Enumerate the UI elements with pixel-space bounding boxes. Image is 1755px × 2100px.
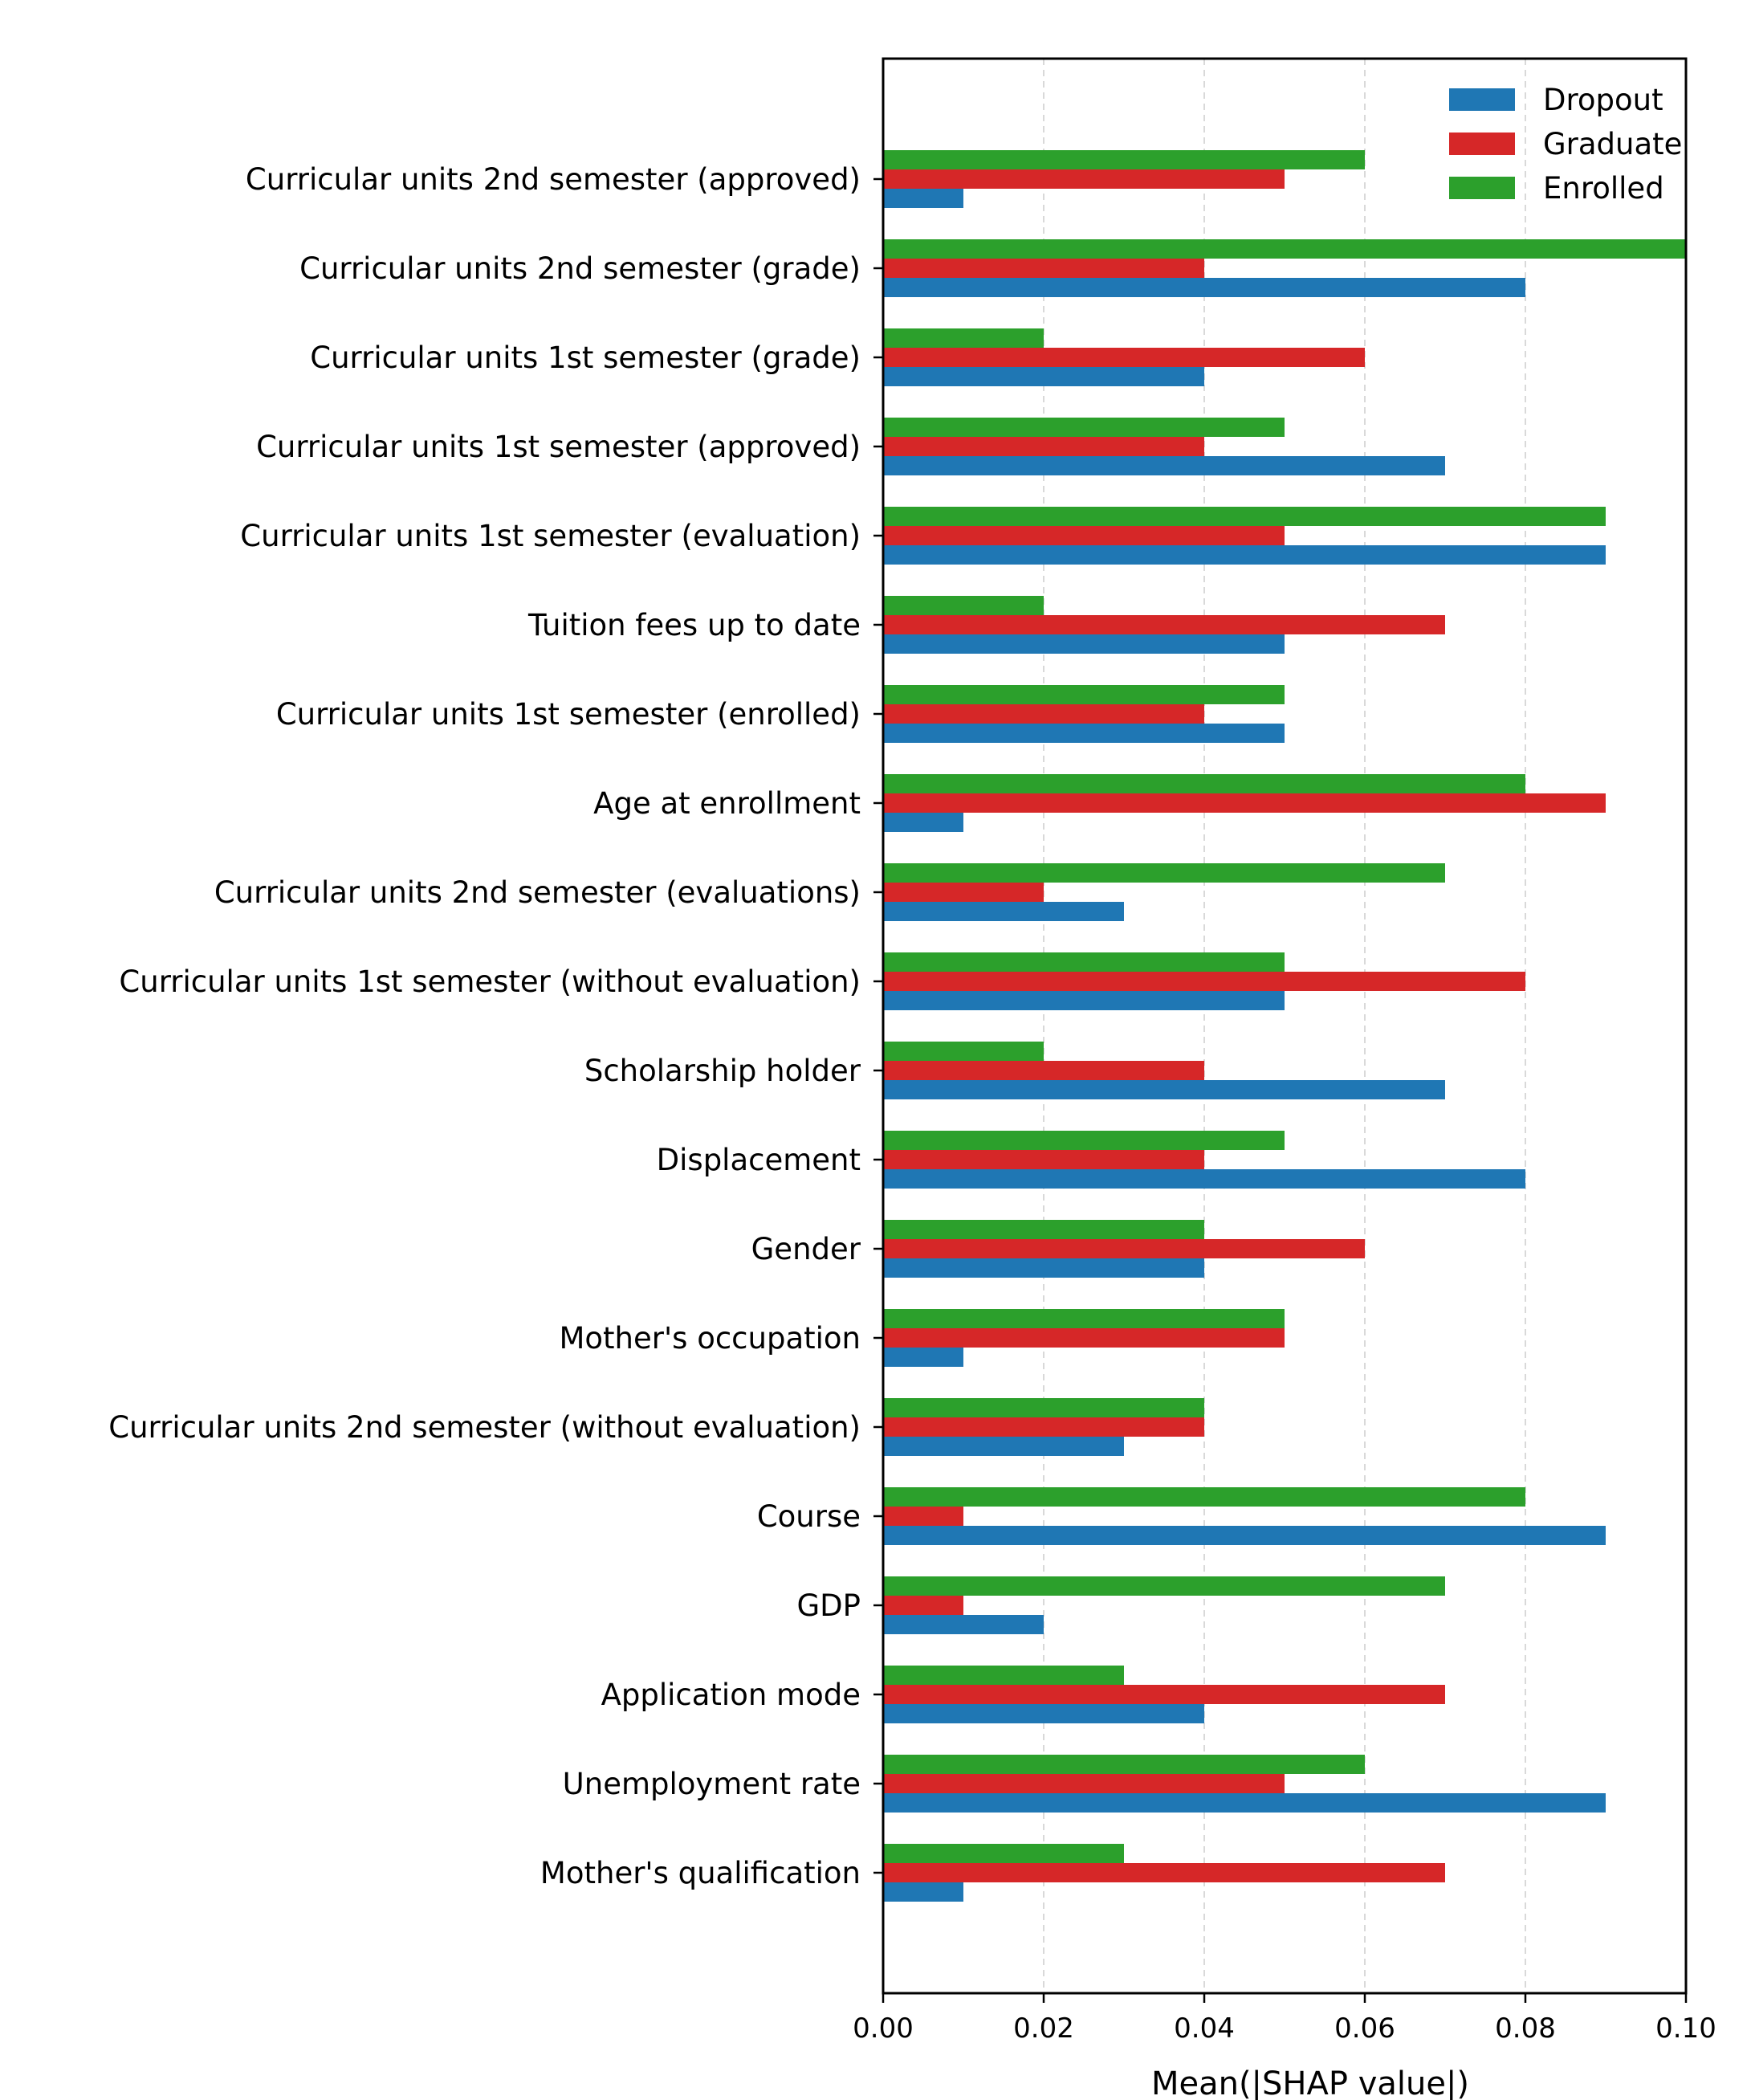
bar-dropout bbox=[883, 634, 1285, 654]
legend-swatch-graduate bbox=[1449, 133, 1515, 155]
bar-enrolled bbox=[883, 418, 1285, 437]
bar-dropout bbox=[883, 1615, 1044, 1634]
category-label: Curricular units 1st semester (approved) bbox=[256, 430, 861, 464]
x-tick-label: 0.02 bbox=[1013, 2012, 1074, 2045]
bar-enrolled bbox=[883, 1131, 1285, 1150]
bar-enrolled bbox=[883, 1844, 1124, 1863]
bar-dropout bbox=[883, 1169, 1525, 1189]
bar-enrolled bbox=[883, 507, 1606, 526]
bar-dropout bbox=[883, 1258, 1204, 1278]
bar-enrolled bbox=[883, 1487, 1525, 1507]
bar-layer bbox=[883, 150, 1686, 1902]
legend-swatch-dropout bbox=[1449, 88, 1515, 111]
bar-enrolled bbox=[883, 1309, 1285, 1328]
x-tick-label: 0.06 bbox=[1334, 2012, 1395, 2045]
bar-enrolled bbox=[883, 774, 1525, 793]
legend-label-enrolled: Enrolled bbox=[1543, 171, 1664, 206]
bar-graduate bbox=[883, 1061, 1204, 1080]
bar-graduate bbox=[883, 793, 1606, 813]
bar-dropout bbox=[883, 902, 1124, 921]
plot-frame bbox=[882, 57, 1688, 1995]
bar-dropout bbox=[883, 813, 963, 832]
bar-enrolled bbox=[883, 952, 1285, 972]
bar-enrolled bbox=[883, 1220, 1204, 1239]
bar-enrolled bbox=[883, 239, 1686, 259]
legend-label-graduate: Graduate bbox=[1543, 127, 1682, 161]
category-label: Course bbox=[757, 1499, 861, 1534]
bar-graduate bbox=[883, 526, 1285, 545]
x-tick-label: 0.10 bbox=[1655, 2012, 1716, 2045]
category-label: Curricular units 1st semester (grade) bbox=[310, 340, 861, 375]
label-layer: 0.00 0.02 0.04 0.06 0.08 0.10 Curricular units… bbox=[108, 162, 1716, 2045]
bar-graduate bbox=[883, 1507, 963, 1526]
category-label: Unemployment rate bbox=[563, 1767, 861, 1801]
category-label: Curricular units 2nd semester (evaluatio… bbox=[214, 875, 861, 910]
legend-label-dropout: Dropout bbox=[1543, 83, 1663, 117]
bar-graduate bbox=[883, 259, 1204, 278]
bar-enrolled bbox=[883, 685, 1285, 704]
bar-graduate bbox=[883, 348, 1365, 367]
bar-graduate bbox=[883, 169, 1285, 189]
x-tick-label: 0.00 bbox=[853, 2012, 914, 2045]
category-label: Curricular units 1st semester (enrolled) bbox=[276, 697, 861, 732]
bar-dropout bbox=[883, 1437, 1124, 1456]
bar-enrolled bbox=[883, 150, 1365, 169]
category-label: Scholarship holder bbox=[584, 1054, 861, 1088]
x-tick-label: 0.04 bbox=[1174, 2012, 1235, 2045]
bar-graduate bbox=[883, 704, 1204, 724]
bar-graduate bbox=[883, 437, 1204, 456]
bar-enrolled bbox=[883, 1042, 1044, 1061]
bar-dropout bbox=[883, 1704, 1204, 1723]
bar-enrolled bbox=[883, 1398, 1204, 1417]
bar-enrolled bbox=[883, 596, 1044, 615]
legend: Dropout Graduate Enrolled bbox=[1449, 83, 1682, 206]
bar-dropout bbox=[883, 991, 1285, 1010]
category-label: Mother's qualification bbox=[540, 1856, 861, 1890]
legend-swatch-enrolled bbox=[1449, 177, 1515, 199]
bar-enrolled bbox=[883, 1576, 1445, 1596]
bar-graduate bbox=[883, 1150, 1204, 1169]
bar-enrolled bbox=[883, 863, 1445, 883]
bar-enrolled bbox=[883, 1755, 1365, 1774]
bar-graduate bbox=[883, 1328, 1285, 1348]
bar-dropout bbox=[883, 1348, 963, 1367]
category-label: Curricular units 2nd semester (without e… bbox=[108, 1410, 861, 1445]
bar-enrolled bbox=[883, 1666, 1124, 1685]
x-tick-label: 0.08 bbox=[1495, 2012, 1556, 2045]
category-label: Curricular units 2nd semester (grade) bbox=[299, 251, 861, 286]
bar-enrolled bbox=[883, 328, 1044, 348]
axes-layer bbox=[873, 57, 1688, 2003]
bar-graduate bbox=[883, 1685, 1445, 1704]
x-axis-label: Mean(|SHAP value|) bbox=[1151, 2065, 1469, 2100]
bar-graduate bbox=[883, 1863, 1445, 1882]
bar-dropout bbox=[883, 1882, 963, 1902]
category-label: GDP bbox=[797, 1588, 861, 1623]
bar-dropout bbox=[883, 1080, 1445, 1099]
category-label: Displacement bbox=[657, 1143, 861, 1177]
category-label: Curricular units 2nd semester (approved) bbox=[246, 162, 861, 197]
bar-graduate bbox=[883, 1239, 1365, 1258]
category-label: Age at enrollment bbox=[593, 786, 861, 821]
bar-graduate bbox=[883, 1596, 963, 1615]
bar-dropout bbox=[883, 1793, 1606, 1813]
bar-dropout bbox=[883, 1526, 1606, 1545]
bar-dropout bbox=[883, 278, 1525, 297]
category-label: Curricular units 1st semester (without e… bbox=[119, 964, 861, 999]
bar-graduate bbox=[883, 615, 1445, 634]
bar-graduate bbox=[883, 972, 1525, 991]
category-label: Curricular units 1st semester (evaluatio… bbox=[240, 519, 861, 553]
bar-graduate bbox=[883, 883, 1044, 902]
bar-graduate bbox=[883, 1417, 1204, 1437]
category-label: Application mode bbox=[601, 1678, 861, 1712]
bar-dropout bbox=[883, 456, 1445, 475]
bar-dropout bbox=[883, 189, 963, 208]
bar-dropout bbox=[883, 545, 1606, 565]
bar-graduate bbox=[883, 1774, 1285, 1793]
bar-dropout bbox=[883, 367, 1204, 386]
category-label: Tuition fees up to date bbox=[527, 608, 861, 642]
bar-dropout bbox=[883, 724, 1285, 743]
category-label: Gender bbox=[751, 1232, 861, 1266]
category-label: Mother's occupation bbox=[559, 1321, 861, 1356]
